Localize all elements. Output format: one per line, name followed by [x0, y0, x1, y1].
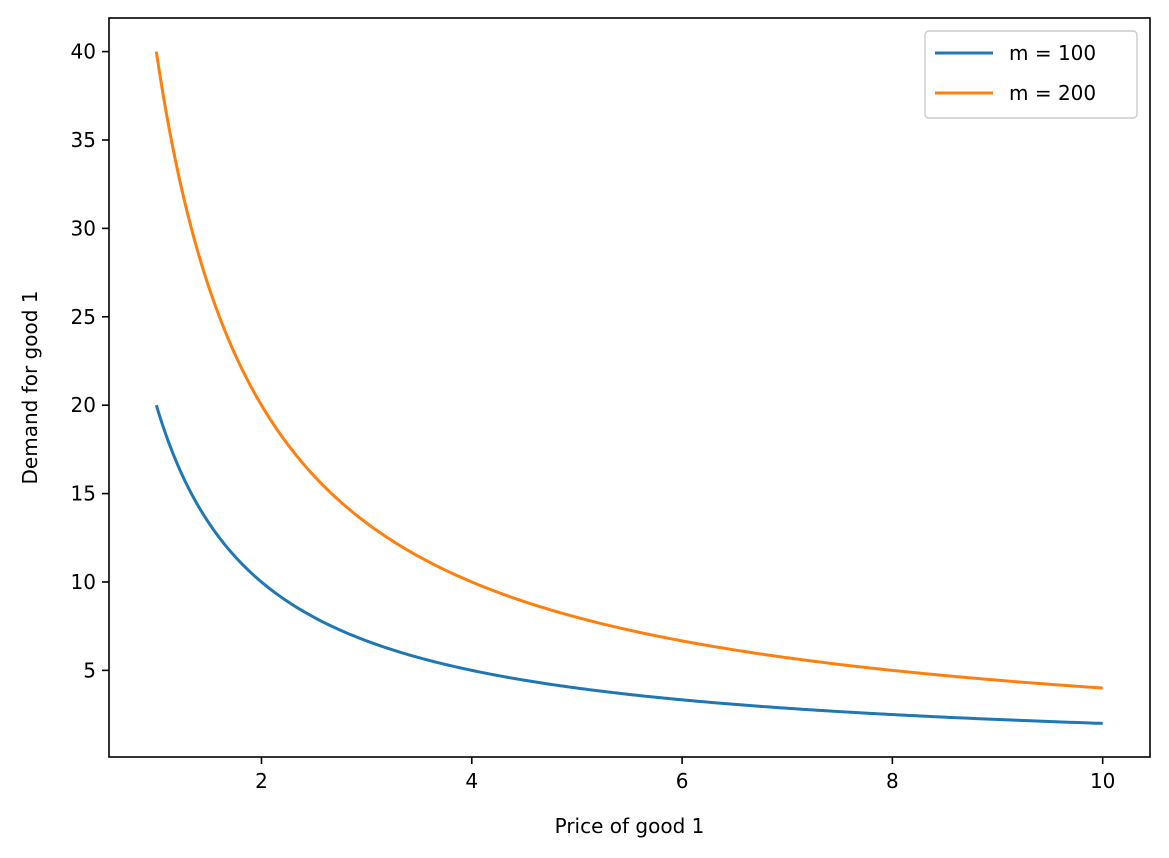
x-axis-ticks: 2 4 6 8 10 — [255, 757, 1115, 793]
x-tick-label: 8 — [886, 769, 899, 793]
series-line-2 — [154, 51, 1103, 690]
y-tick-label: 20 — [71, 393, 96, 417]
legend-label-series-1: m = 100 — [1009, 41, 1096, 65]
series-line-1 — [154, 404, 1103, 725]
x-tick-label: 10 — [1090, 769, 1115, 793]
y-tick-label: 25 — [71, 305, 96, 329]
x-tick-label: 4 — [465, 769, 478, 793]
y-tick-label: 40 — [71, 40, 96, 64]
y-axis-ticks: 5 10 15 20 25 30 35 40 — [71, 40, 109, 682]
legend: m = 100 m = 200 — [924, 30, 1138, 119]
x-tick-label: 2 — [255, 769, 268, 793]
x-tick-label: 6 — [676, 769, 689, 793]
y-tick-label: 30 — [71, 216, 96, 240]
y-tick-label: 35 — [71, 128, 96, 152]
y-tick-label: 5 — [83, 658, 96, 682]
y-axis-label: Demand for good 1 — [18, 291, 42, 485]
y-tick-label: 10 — [71, 570, 96, 594]
legend-label-series-2: m = 200 — [1009, 81, 1096, 105]
x-axis-label: Price of good 1 — [555, 814, 705, 838]
y-tick-label: 15 — [71, 482, 96, 506]
series-layer — [154, 51, 1103, 725]
plot-frame — [108, 17, 1151, 758]
